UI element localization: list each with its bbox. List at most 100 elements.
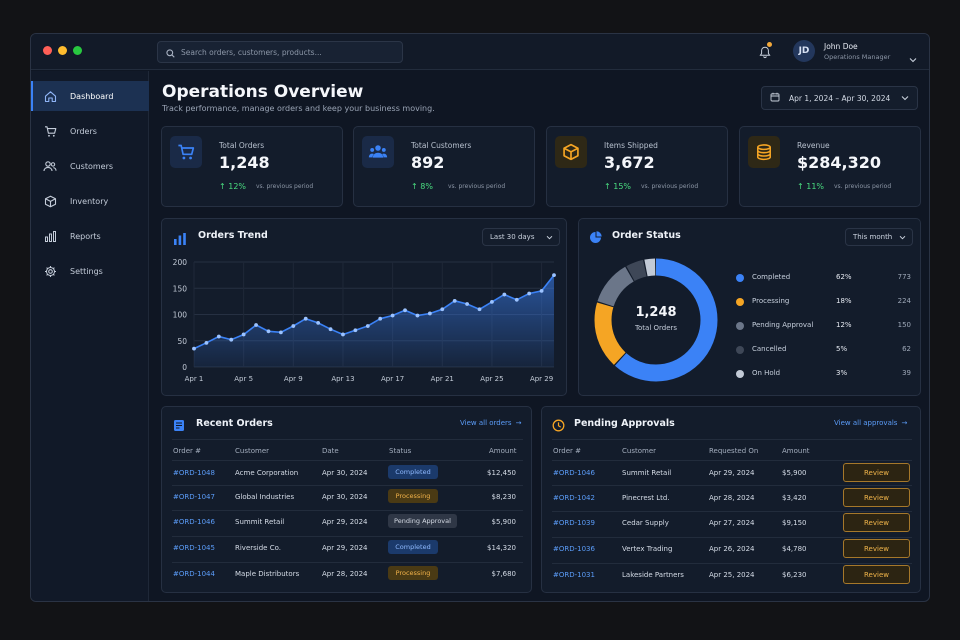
sidebar-item-reports[interactable]: Reports [31,221,149,251]
stat-card-total-customers: Total Customers 892 ↑ 8% vs. previous pe… [353,126,535,207]
orders-list-icon [173,417,186,436]
data-point [266,329,271,334]
chevron-down-icon [546,234,553,242]
order-id-link[interactable]: #ORD-1046 [553,469,595,477]
sidebar-item-dashboard[interactable]: Dashboard [31,81,149,111]
date-cell: Apr 28, 2024 [709,494,755,502]
legend-item: Pending Approval 12% 150 [736,320,911,332]
data-point [427,311,432,316]
stat-change: ↑ 15% [604,182,632,191]
arrow-right-icon: → [515,419,522,427]
order-status-donut [594,258,718,382]
date-range-picker[interactable]: Apr 1, 2024 – Apr 30, 2024 [761,86,918,110]
panel-title: Recent Orders [196,418,273,429]
donut-total-label: Total Orders [634,324,678,332]
user-menu[interactable]: JD John Doe Operations Manager [793,40,890,62]
customer-cell: Riverside Co. [235,544,281,552]
clock-icon [552,417,565,436]
review-button[interactable]: Review [843,513,910,532]
order-id-link[interactable]: #ORD-1031 [553,571,595,579]
divider [552,511,912,512]
panel-title: Pending Approvals [574,418,675,429]
data-point [241,332,246,337]
app-window: JD John Doe Operations Manager Dashboard… [30,33,930,602]
status-badge: Processing [388,566,438,580]
data-point [415,313,420,318]
data-point [353,328,358,333]
data-point [514,297,519,302]
legend-count: 39 [902,369,911,377]
bar-chart-icon [43,229,57,243]
legend-swatch [736,370,744,378]
order-id-link[interactable]: #ORD-1044 [173,570,215,578]
notifications-button[interactable] [759,42,772,63]
bell-icon [759,44,771,63]
stat-card-total-orders: Total Orders 1,248 ↑ 12% vs. previous pe… [161,126,343,207]
y-tick-label: 0 [182,363,187,372]
divider [552,537,912,538]
data-point [465,302,470,306]
status-range-dropdown[interactable]: This month [845,228,913,246]
order-id-link[interactable]: #ORD-1047 [173,493,215,501]
column-header: Customer [235,447,270,455]
order-id-link[interactable]: #ORD-1048 [173,469,215,477]
orders-trend-chart: 0 50 100 150 200 Apr 1 Apr 5 Apr 9 Apr 13 Apr 17 A… [173,258,556,383]
date-cell: Apr 29, 2024 [322,544,368,552]
column-header: Amount [489,447,517,455]
data-point [316,321,321,325]
column-header: Order # [173,447,201,455]
review-button[interactable]: Review [843,463,910,482]
legend-percent: 5% [836,345,848,353]
review-button[interactable]: Review [843,539,910,558]
order-id-link[interactable]: #ORD-1039 [553,519,595,527]
x-tick-label: Apr 5 [234,375,253,383]
stat-note: vs. previous period [256,183,314,190]
close-window-dot[interactable] [43,46,52,55]
chevron-down-icon[interactable] [909,48,917,67]
page-subtitle: Track performance, manage orders and kee… [162,104,435,113]
data-point [490,300,494,304]
box-icon [555,136,587,168]
sidebar-item-orders[interactable]: Orders [31,116,149,146]
avatar: JD [793,40,815,62]
arrow-right-icon: → [901,419,908,427]
customer-cell: Summit Retail [235,518,285,526]
sidebar-item-customers[interactable]: Customers [31,151,149,181]
users-icon [362,136,394,168]
x-tick-label: Apr 17 [381,375,404,383]
x-tick-label: Apr 29 [530,375,553,383]
search-input[interactable] [181,47,391,57]
search-box[interactable] [157,41,403,63]
panel-title: Orders Trend [198,230,268,241]
data-point [390,313,395,318]
chevron-down-icon [899,234,906,242]
minimize-window-dot[interactable] [58,46,67,55]
maximize-window-dot[interactable] [73,46,82,55]
sidebar-item-inventory[interactable]: Inventory [31,186,149,216]
stat-card-revenue: Revenue $284,320 ↑ 11% vs. previous peri… [739,126,921,207]
trend-range-dropdown[interactable]: Last 30 days [482,228,560,246]
view-all-orders-link[interactable]: View all orders → [460,419,522,427]
date-cell: Apr 26, 2024 [709,545,755,553]
review-button[interactable]: Review [843,565,910,584]
review-button[interactable]: Review [843,488,910,507]
data-point [278,330,283,335]
date-cell: Apr 30, 2024 [322,469,368,477]
sidebar-item-label: Reports [70,231,101,241]
legend-count: 224 [897,297,911,305]
order-id-link[interactable]: #ORD-1046 [173,518,215,526]
amount-cell: $9,150 [782,519,807,527]
order-id-link[interactable]: #ORD-1045 [173,544,215,552]
order-id-link[interactable]: #ORD-1036 [553,545,595,553]
view-all-approvals-link[interactable]: View all approvals → [834,419,908,427]
y-tick-label: 150 [173,284,188,293]
status-badge: Processing [388,489,438,503]
arrow-up-icon: ↑ [797,182,804,191]
pie-chart-icon [589,229,602,248]
user-role: Operations Manager [824,52,891,61]
sidebar-item-label: Dashboard [70,91,114,101]
donut-total: 1,248 [635,305,677,320]
sidebar-item-settings[interactable]: Settings [31,256,149,286]
legend-count: 62 [902,345,911,353]
order-id-link[interactable]: #ORD-1042 [553,494,595,502]
